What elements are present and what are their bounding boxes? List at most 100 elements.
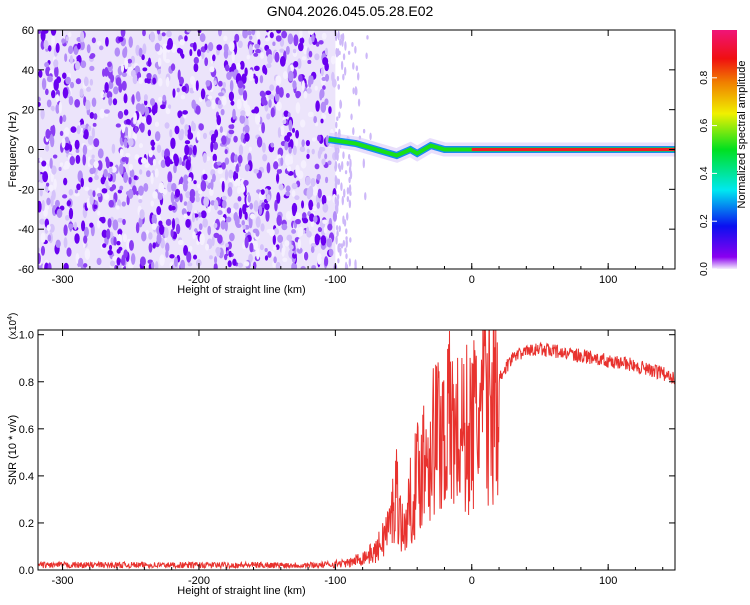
noise-blob [121, 122, 126, 134]
noise-blob [121, 201, 126, 207]
noise-blob [310, 246, 315, 254]
noise-blob [312, 184, 318, 196]
x-tick-label: 100 [599, 274, 617, 286]
noise-blob [128, 138, 134, 147]
noise-blob [258, 204, 263, 216]
noise-blob [119, 148, 124, 157]
noise-blob [332, 210, 338, 222]
noise-blob [292, 80, 297, 90]
noise-blob [234, 33, 240, 43]
noise-blob [142, 43, 147, 55]
noise-blob [212, 54, 216, 62]
noise-blob [343, 188, 346, 198]
noise-blob [243, 261, 250, 267]
noise-blob [292, 145, 297, 156]
noise-blob [104, 82, 109, 94]
noise-blob [207, 95, 213, 100]
noise-blob [107, 218, 112, 228]
noise-blob [192, 82, 197, 92]
noise-blob [93, 204, 98, 210]
noise-blob [93, 138, 100, 148]
noise-blob [217, 168, 223, 175]
noise-blob [291, 182, 298, 190]
colorbar-tick-label: 0.2 [699, 214, 710, 228]
noise-blob [244, 164, 250, 172]
noise-blob [74, 189, 79, 194]
noise-blob [65, 36, 69, 41]
noise-blob [345, 263, 349, 269]
noise-blob [113, 236, 117, 246]
noise-blob [227, 186, 233, 197]
noise-blob [351, 41, 354, 47]
noise-blob [284, 141, 289, 151]
noise-blob [316, 253, 322, 265]
noise-blob [87, 135, 94, 146]
noise-blob [54, 199, 60, 208]
noise-blob [340, 243, 344, 249]
noise-blob [301, 200, 305, 209]
noise-blob [79, 88, 84, 98]
noise-blob [68, 95, 74, 106]
noise-blob [216, 251, 221, 257]
noise-blob [123, 93, 128, 104]
noise-blob [280, 125, 285, 136]
noise-blob [366, 35, 369, 40]
noise-blob [70, 126, 77, 133]
y-tick-label: 60 [22, 25, 34, 37]
noise-blob [150, 200, 155, 207]
noise-blob [117, 217, 124, 223]
noise-blob [220, 220, 226, 230]
colorbar-tick-label: 0.8 [699, 70, 710, 84]
noise-blob [87, 189, 94, 197]
noise-blob [91, 97, 97, 108]
noise-blob [339, 38, 342, 46]
noise-blob [63, 224, 68, 236]
noise-blob [180, 94, 186, 100]
noise-blob [264, 37, 270, 42]
noise-blob [139, 209, 145, 220]
noise-blob [242, 90, 248, 101]
x-axis-label: Height of straight line (km) [177, 585, 305, 597]
noise-blob [68, 32, 72, 38]
noise-blob [73, 221, 78, 230]
noise-blob [345, 228, 348, 235]
noise-blob [154, 168, 159, 178]
noise-blob [336, 152, 339, 161]
noise-blob [317, 227, 323, 233]
noise-blob [112, 219, 119, 231]
noise-blob [191, 99, 196, 110]
noise-blob [152, 214, 157, 219]
noise-blob [348, 165, 352, 174]
noise-blob [317, 188, 322, 199]
noise-blob [355, 65, 359, 72]
noise-blob [198, 212, 202, 218]
noise-blob [300, 160, 307, 169]
noise-blob [216, 114, 222, 126]
noise-blob [177, 239, 184, 246]
noise-blob [244, 132, 250, 142]
noise-blob [218, 30, 222, 37]
noise-blob [244, 211, 248, 220]
noise-blob [102, 243, 107, 248]
noise-blob [183, 201, 188, 206]
scale-base: (x10 [8, 319, 19, 339]
noise-blob [75, 154, 81, 165]
noise-blob [123, 138, 128, 148]
noise-blob [322, 219, 328, 225]
noise-blob [223, 49, 229, 59]
noise-blob [63, 127, 70, 137]
noise-blob [164, 58, 171, 64]
noise-blob [288, 146, 292, 154]
noise-blob [275, 173, 280, 183]
noise-blob [222, 81, 226, 89]
noise-blob [153, 192, 158, 199]
noise-blob [101, 188, 108, 194]
noise-blob [170, 137, 176, 150]
noise-blob [294, 195, 300, 201]
noise-blob [107, 249, 113, 256]
y-tick-label: -20 [18, 184, 34, 196]
noise-blob [270, 107, 275, 118]
noise-blob [185, 159, 191, 171]
colorbar: 0.0 0.2 0.4 0.6 0.8 Normalized spectral ampli… [699, 30, 748, 276]
noise-blob [180, 128, 185, 137]
